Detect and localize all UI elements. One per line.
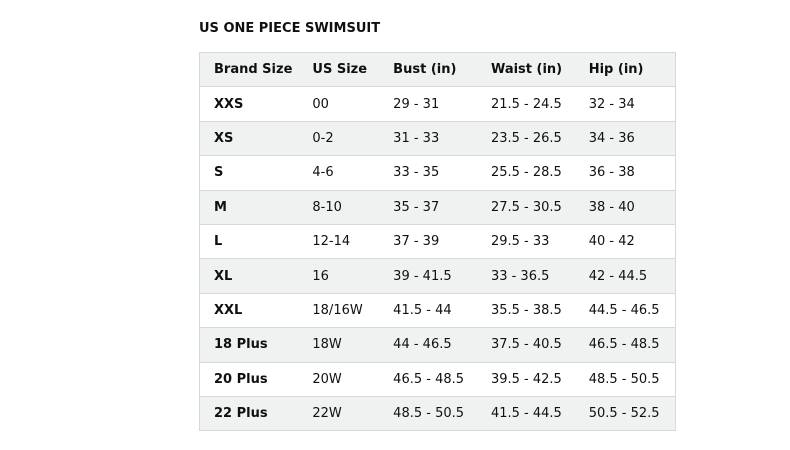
table-row: M 8-10 35 - 37 27.5 - 30.5 38 - 40 [199,189,676,225]
header-cell: Brand Size [199,51,299,88]
table-cell: 44.5 - 46.5 [574,292,676,329]
table-cell: 00 [298,86,380,122]
table-cell: 20W [298,361,380,397]
table-cell: 50.5 - 52.5 [574,395,676,432]
table-cell: XS [199,120,299,157]
table-cell: 37.5 - 40.5 [476,327,575,363]
table-cell: 48.5 - 50.5 [574,361,676,397]
table-cell: 40 - 42 [574,223,676,260]
table-cell: 35 - 37 [379,189,477,225]
table-cell: 33 - 36.5 [476,258,575,294]
table-cell: 25.5 - 28.5 [476,155,575,191]
table-cell: 39.5 - 42.5 [476,361,575,397]
table-cell: 46.5 - 48.5 [379,361,477,397]
table-row: XS 0-2 31 - 33 23.5 - 26.5 34 - 36 [199,120,676,157]
table-cell: 46.5 - 48.5 [574,327,676,363]
table-cell: 38 - 40 [574,189,676,225]
table-cell: 35.5 - 38.5 [476,292,575,329]
table-cell: 33 - 35 [379,155,477,191]
table-cell: 23.5 - 26.5 [476,120,575,157]
table-cell: 4-6 [298,155,380,191]
header-cell: Waist (in) [476,51,575,88]
header-row: Brand Size US Size Bust (in) Waist (in) Hip … [199,51,676,88]
header-cell: Hip (in) [574,51,676,88]
table-body: XXS 00 29 - 31 21.5 - 24.5 32 - 34 XS 0-2 31 - … [199,86,676,432]
table-cell: XXS [199,86,299,122]
table-cell: 41.5 - 44.5 [476,395,575,432]
table-cell: 22W [298,395,380,432]
size-table: Brand Size US Size Bust (in) Waist (in) Hip … [199,51,676,432]
table-cell: 27.5 - 30.5 [476,189,575,225]
table-row: XXL 18/16W 41.5 - 44 35.5 - 38.5 44.5 - 46.5 [199,292,676,329]
table-cell: 48.5 - 50.5 [379,395,477,432]
header-cell: Bust (in) [379,51,477,88]
table-cell: S [199,155,299,191]
table-row: 22 Plus 22W 48.5 - 50.5 41.5 - 44.5 50.5 - 5… [199,395,676,432]
table-cell: 44 - 46.5 [379,327,477,363]
table-row: S 4-6 33 - 35 25.5 - 28.5 36 - 38 [199,155,676,191]
table-cell: 20 Plus [199,361,299,397]
table-title: US ONE PIECE SWIMSUIT [199,21,381,36]
table-cell: 42 - 44.5 [574,258,676,294]
table-cell: 41.5 - 44 [379,292,477,329]
table-cell: 22 Plus [199,395,299,432]
table-cell: 29 - 31 [379,86,477,122]
table-cell: 16 [298,258,380,294]
table-row: 18 Plus 18W 44 - 46.5 37.5 - 40.5 46.5 - 48.… [199,327,676,363]
table-cell: 0-2 [298,120,380,157]
table-cell: 31 - 33 [379,120,477,157]
table-cell: 8-10 [298,189,380,225]
table-cell: 18 Plus [199,327,299,363]
table-cell: 29.5 - 33 [476,223,575,260]
table-cell: 37 - 39 [379,223,477,260]
table-cell: 32 - 34 [574,86,676,122]
table-cell: 34 - 36 [574,120,676,157]
table-row: L 12-14 37 - 39 29.5 - 33 40 - 42 [199,223,676,260]
table-cell: XXL [199,292,299,329]
header-cell: US Size [298,51,380,88]
table-cell: 18/16W [298,292,380,329]
table-cell: XL [199,258,299,294]
table-row: XXS 00 29 - 31 21.5 - 24.5 32 - 34 [199,86,676,122]
table-row: 20 Plus 20W 46.5 - 48.5 39.5 - 42.5 48.5 - 5… [199,361,676,397]
table-cell: 18W [298,327,380,363]
table-cell: 21.5 - 24.5 [476,86,575,122]
table-cell: M [199,189,299,225]
table-cell: 39 - 41.5 [379,258,477,294]
table-cell: 12-14 [298,223,380,260]
table-row: XL 16 39 - 41.5 33 - 36.5 42 - 44.5 [199,258,676,294]
table-cell: L [199,223,299,260]
table-cell: 36 - 38 [574,155,676,191]
